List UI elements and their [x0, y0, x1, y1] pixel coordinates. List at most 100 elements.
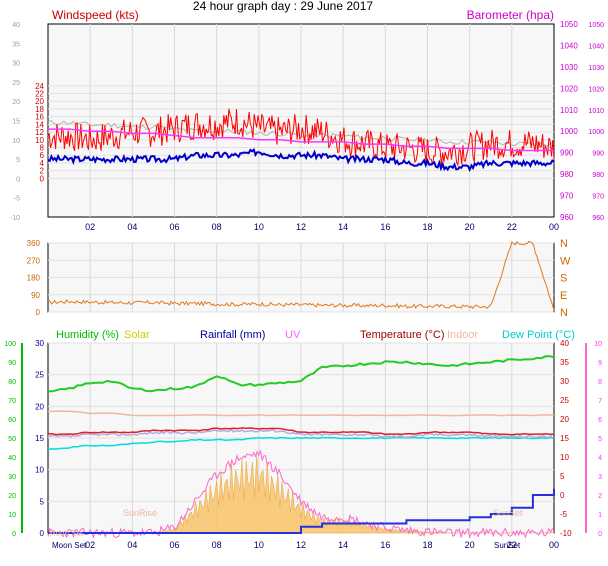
- humidity-tick-label: 0: [12, 531, 16, 538]
- legend-entry: Solar: [124, 329, 150, 341]
- rainfall-line: [48, 488, 555, 534]
- direction-panel-grid: [48, 242, 554, 313]
- wind-left-ticks: -10-505101520253035400246810121416182022…: [10, 22, 45, 222]
- legend-entry: Rainfall (mm): [200, 329, 265, 341]
- legend-entry: Temperature (°C): [360, 329, 444, 341]
- wind-outer-tick-label: 15: [12, 119, 20, 126]
- wind-x-tick-label: 12: [296, 222, 306, 232]
- pressure-tick-label: 1000: [560, 127, 578, 136]
- compass-label: N: [560, 307, 568, 319]
- wind-x-ticks: 02 04 06 08 10 12 14 16 18 20 22 00: [85, 222, 559, 232]
- uv-tick-label: 2: [598, 493, 602, 500]
- wind-x-tick-label: 10: [254, 222, 264, 232]
- wind-outer-tick-label: 25: [12, 80, 20, 87]
- wind-tick-label: 8: [40, 144, 45, 153]
- temp-x-tick-label: 08: [212, 540, 222, 550]
- humidity-tick-label: 40: [8, 455, 16, 462]
- pressure-tick-label: 990: [560, 149, 574, 158]
- wind-tick-label: 22: [35, 89, 44, 98]
- wind-outer-tick-label: 40: [12, 22, 20, 29]
- direction-tick-label: 0: [36, 308, 41, 317]
- rain-tick-label: 25: [35, 371, 44, 380]
- direction-tick-label: 180: [27, 274, 41, 283]
- temperature-tick-label: 20: [560, 415, 569, 424]
- pressure-outer-tick-label: 980: [592, 172, 604, 179]
- wind-series: [47, 108, 555, 173]
- page-title: 24 hour graph day : 29 June 2017: [193, 0, 373, 13]
- pressure-tick-label: 1010: [560, 106, 578, 115]
- pressure-tick-label: 980: [560, 170, 574, 179]
- humidity-tick-label: 60: [8, 417, 16, 424]
- humidity-tick-label: 100: [4, 341, 16, 348]
- pressure-outer-tick-label: 1040: [588, 43, 604, 50]
- humidity-tick-label: 50: [8, 436, 16, 443]
- wind-tick-label: 2: [40, 167, 45, 176]
- wind-tick-label: 24: [35, 82, 44, 91]
- temp-x-tick-label: 20: [465, 540, 475, 550]
- wind-tick-label: 12: [35, 128, 44, 137]
- temp-panel-series: [47, 355, 555, 540]
- temperature-tick-label: -5: [560, 510, 568, 519]
- temp-x-tick-label: 22: [507, 540, 517, 550]
- pressure-tick-label: 1040: [560, 41, 578, 50]
- wind-outer-tick-label: -10: [10, 215, 20, 222]
- annotation-label: Moon Set: [49, 529, 84, 538]
- temperature-tick-label: 0: [560, 491, 565, 500]
- pressure-outer-tick-label: 1050: [588, 22, 604, 29]
- uv-tick-label: 4: [598, 455, 602, 462]
- pressure-outer-tick-label: 970: [592, 194, 604, 201]
- temp-panel-legend: Humidity (%) Solar Rainfall (mm) UV Temperat…: [56, 329, 575, 341]
- pressure-tick-label: 1030: [560, 63, 578, 72]
- wind-tick-label: 14: [35, 120, 44, 129]
- uv-tick-label: 10: [594, 341, 602, 348]
- apparent-temperature-line: [47, 428, 553, 439]
- wind-panel-grid: [48, 24, 554, 217]
- temp-panel-axes: 0102030405060708090100051015202530-10-50…: [4, 339, 602, 538]
- temperature-tick-label: 25: [560, 396, 569, 405]
- pressure-outer-tick-label: 1000: [588, 129, 604, 136]
- annotation-label: SunRise: [123, 508, 157, 518]
- pressure-outer-tick-label: 1010: [588, 108, 604, 115]
- wind-outer-tick-label: 0: [16, 176, 20, 183]
- temp-x-tick-label: 14: [338, 540, 348, 550]
- wind-outer-tick-label: 10: [12, 138, 20, 145]
- uv-tick-label: 5: [598, 436, 602, 443]
- temperature-tick-label: 35: [560, 358, 569, 367]
- temperature-tick-label: -10: [560, 529, 572, 538]
- uv-tick-label: 1: [598, 512, 602, 519]
- wind-outer-tick-label: -5: [14, 196, 20, 203]
- wind-tick-label: 4: [40, 159, 45, 168]
- pressure-axis-title: Barometer (hpa): [467, 8, 554, 22]
- annotation-label: SunSet: [494, 541, 521, 550]
- pressure-outer-tick-label: 1030: [588, 65, 604, 72]
- pressure-outer-tick-label: 1020: [588, 86, 604, 93]
- sun-moon-annotations: Moon Set Moon Set SunRise SunSet SunSet: [49, 508, 523, 550]
- legend-entry: UV: [285, 329, 301, 341]
- wind-axis-title: Windspeed (kts): [52, 8, 139, 22]
- wind-tick-label: 0: [40, 174, 45, 183]
- humidity-tick-label: 10: [8, 512, 16, 519]
- temperature-tick-label: 15: [560, 434, 569, 443]
- wind-tick-label: 20: [35, 97, 44, 106]
- compass-label: S: [560, 273, 567, 285]
- humidity-tick-label: 20: [8, 493, 16, 500]
- wind-x-tick-label: 18: [422, 222, 432, 232]
- temp-x-tick-label: 18: [422, 540, 432, 550]
- humidity-tick-label: 80: [8, 379, 16, 386]
- rain-tick-label: 5: [40, 497, 45, 506]
- rain-tick-label: 15: [35, 434, 44, 443]
- direction-line: [47, 240, 555, 311]
- temp-x-tick-label: 06: [169, 540, 179, 550]
- uv-tick-label: 6: [598, 417, 602, 424]
- average-wind-line: [47, 147, 555, 173]
- pressure-outer-tick-label: 960: [592, 215, 604, 222]
- dewpoint-line: [47, 436, 555, 451]
- pressure-tick-label: 960: [560, 213, 574, 222]
- legend-entry: Indoor: [447, 329, 479, 341]
- indoor-line: [47, 410, 555, 417]
- rain-tick-label: 30: [35, 339, 44, 348]
- rain-tick-label: 0: [40, 529, 45, 538]
- uv-tick-label: 7: [598, 398, 602, 405]
- temp-x-tick-label: 16: [380, 540, 390, 550]
